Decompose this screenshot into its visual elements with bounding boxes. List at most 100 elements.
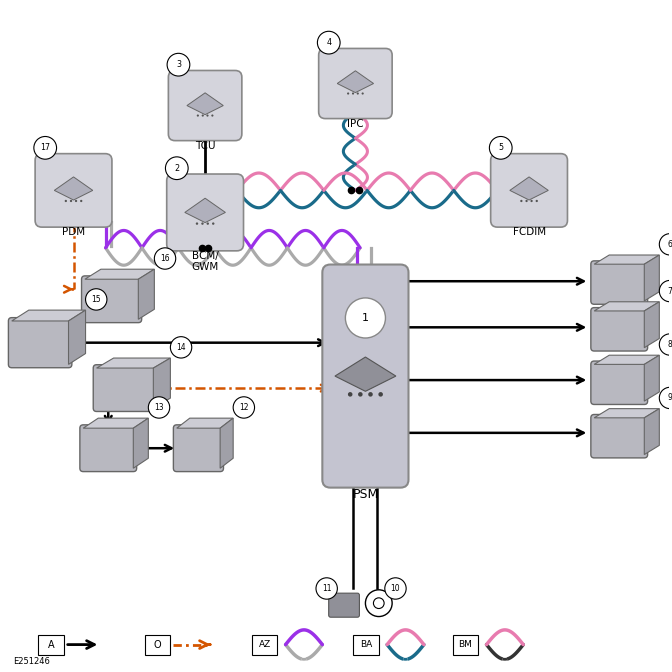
Text: E251246: E251246 [13, 657, 50, 666]
FancyBboxPatch shape [323, 265, 409, 488]
Text: TCU: TCU [195, 140, 215, 151]
Circle shape [206, 222, 209, 225]
Text: 9: 9 [667, 393, 672, 403]
Text: 3: 3 [176, 60, 181, 69]
FancyBboxPatch shape [591, 361, 648, 405]
Circle shape [206, 114, 208, 117]
Circle shape [211, 114, 214, 117]
FancyBboxPatch shape [319, 48, 392, 118]
Circle shape [233, 396, 255, 418]
Polygon shape [220, 418, 233, 468]
Text: 5: 5 [498, 143, 503, 153]
Circle shape [358, 392, 363, 396]
Text: FCDIM: FCDIM [513, 227, 546, 237]
Text: A: A [48, 640, 54, 650]
Polygon shape [97, 358, 171, 368]
Text: 10: 10 [390, 584, 401, 593]
Circle shape [80, 200, 83, 202]
Circle shape [34, 136, 56, 159]
Circle shape [530, 200, 533, 202]
FancyBboxPatch shape [453, 634, 478, 655]
Polygon shape [85, 269, 155, 280]
Circle shape [197, 114, 199, 117]
Text: 14: 14 [176, 343, 186, 352]
Circle shape [149, 396, 170, 418]
FancyBboxPatch shape [80, 425, 136, 472]
Circle shape [317, 32, 340, 54]
Circle shape [316, 578, 337, 599]
Text: BA: BA [360, 640, 372, 649]
FancyBboxPatch shape [169, 71, 242, 140]
Circle shape [659, 280, 672, 302]
Circle shape [85, 289, 107, 310]
Circle shape [352, 93, 354, 95]
Text: 7: 7 [667, 286, 672, 296]
Text: 6: 6 [667, 240, 672, 249]
FancyBboxPatch shape [35, 154, 112, 227]
Polygon shape [594, 409, 659, 418]
FancyBboxPatch shape [591, 415, 648, 458]
Text: BM: BM [458, 640, 472, 649]
FancyBboxPatch shape [9, 318, 72, 368]
Polygon shape [133, 418, 149, 468]
Text: 17: 17 [40, 143, 50, 153]
Text: BCM/
GWM: BCM/ GWM [192, 251, 219, 272]
Polygon shape [11, 310, 85, 321]
Text: 13: 13 [154, 403, 164, 412]
Circle shape [155, 248, 175, 269]
Polygon shape [510, 177, 548, 200]
Polygon shape [153, 358, 171, 408]
FancyBboxPatch shape [38, 634, 64, 655]
Circle shape [65, 200, 67, 202]
Circle shape [659, 387, 672, 409]
Circle shape [659, 334, 672, 355]
Polygon shape [69, 310, 85, 364]
Polygon shape [594, 355, 659, 364]
Circle shape [489, 136, 512, 159]
Circle shape [201, 222, 204, 225]
FancyBboxPatch shape [329, 593, 360, 617]
Text: 15: 15 [91, 295, 101, 304]
FancyBboxPatch shape [353, 634, 379, 655]
FancyBboxPatch shape [252, 634, 278, 655]
Circle shape [385, 578, 406, 599]
Circle shape [368, 392, 373, 396]
Polygon shape [187, 93, 223, 115]
Polygon shape [83, 418, 149, 428]
Polygon shape [594, 255, 659, 264]
Text: PDM: PDM [62, 227, 85, 237]
Circle shape [378, 392, 383, 396]
Circle shape [202, 114, 204, 117]
Polygon shape [594, 302, 659, 311]
Text: AZ: AZ [259, 640, 271, 649]
Circle shape [75, 200, 77, 202]
Circle shape [536, 200, 538, 202]
Text: IPC: IPC [347, 118, 364, 128]
FancyBboxPatch shape [173, 425, 224, 472]
Circle shape [366, 590, 392, 616]
FancyBboxPatch shape [591, 308, 648, 351]
Polygon shape [644, 355, 659, 401]
Circle shape [362, 93, 364, 95]
Circle shape [165, 157, 188, 179]
Polygon shape [185, 198, 225, 222]
FancyBboxPatch shape [167, 174, 243, 251]
Polygon shape [337, 71, 374, 93]
Circle shape [526, 200, 528, 202]
Circle shape [70, 200, 72, 202]
Text: 4: 4 [326, 38, 331, 47]
Text: 1: 1 [362, 313, 369, 323]
Circle shape [357, 93, 359, 95]
Circle shape [347, 93, 349, 95]
Text: 11: 11 [322, 584, 331, 593]
Circle shape [196, 222, 198, 225]
Circle shape [520, 200, 523, 202]
Circle shape [345, 298, 386, 338]
Polygon shape [54, 177, 93, 200]
FancyBboxPatch shape [145, 634, 171, 655]
FancyBboxPatch shape [81, 276, 142, 323]
Text: O: O [154, 640, 161, 650]
Text: 8: 8 [667, 340, 672, 349]
Polygon shape [335, 357, 396, 391]
Circle shape [374, 598, 384, 609]
